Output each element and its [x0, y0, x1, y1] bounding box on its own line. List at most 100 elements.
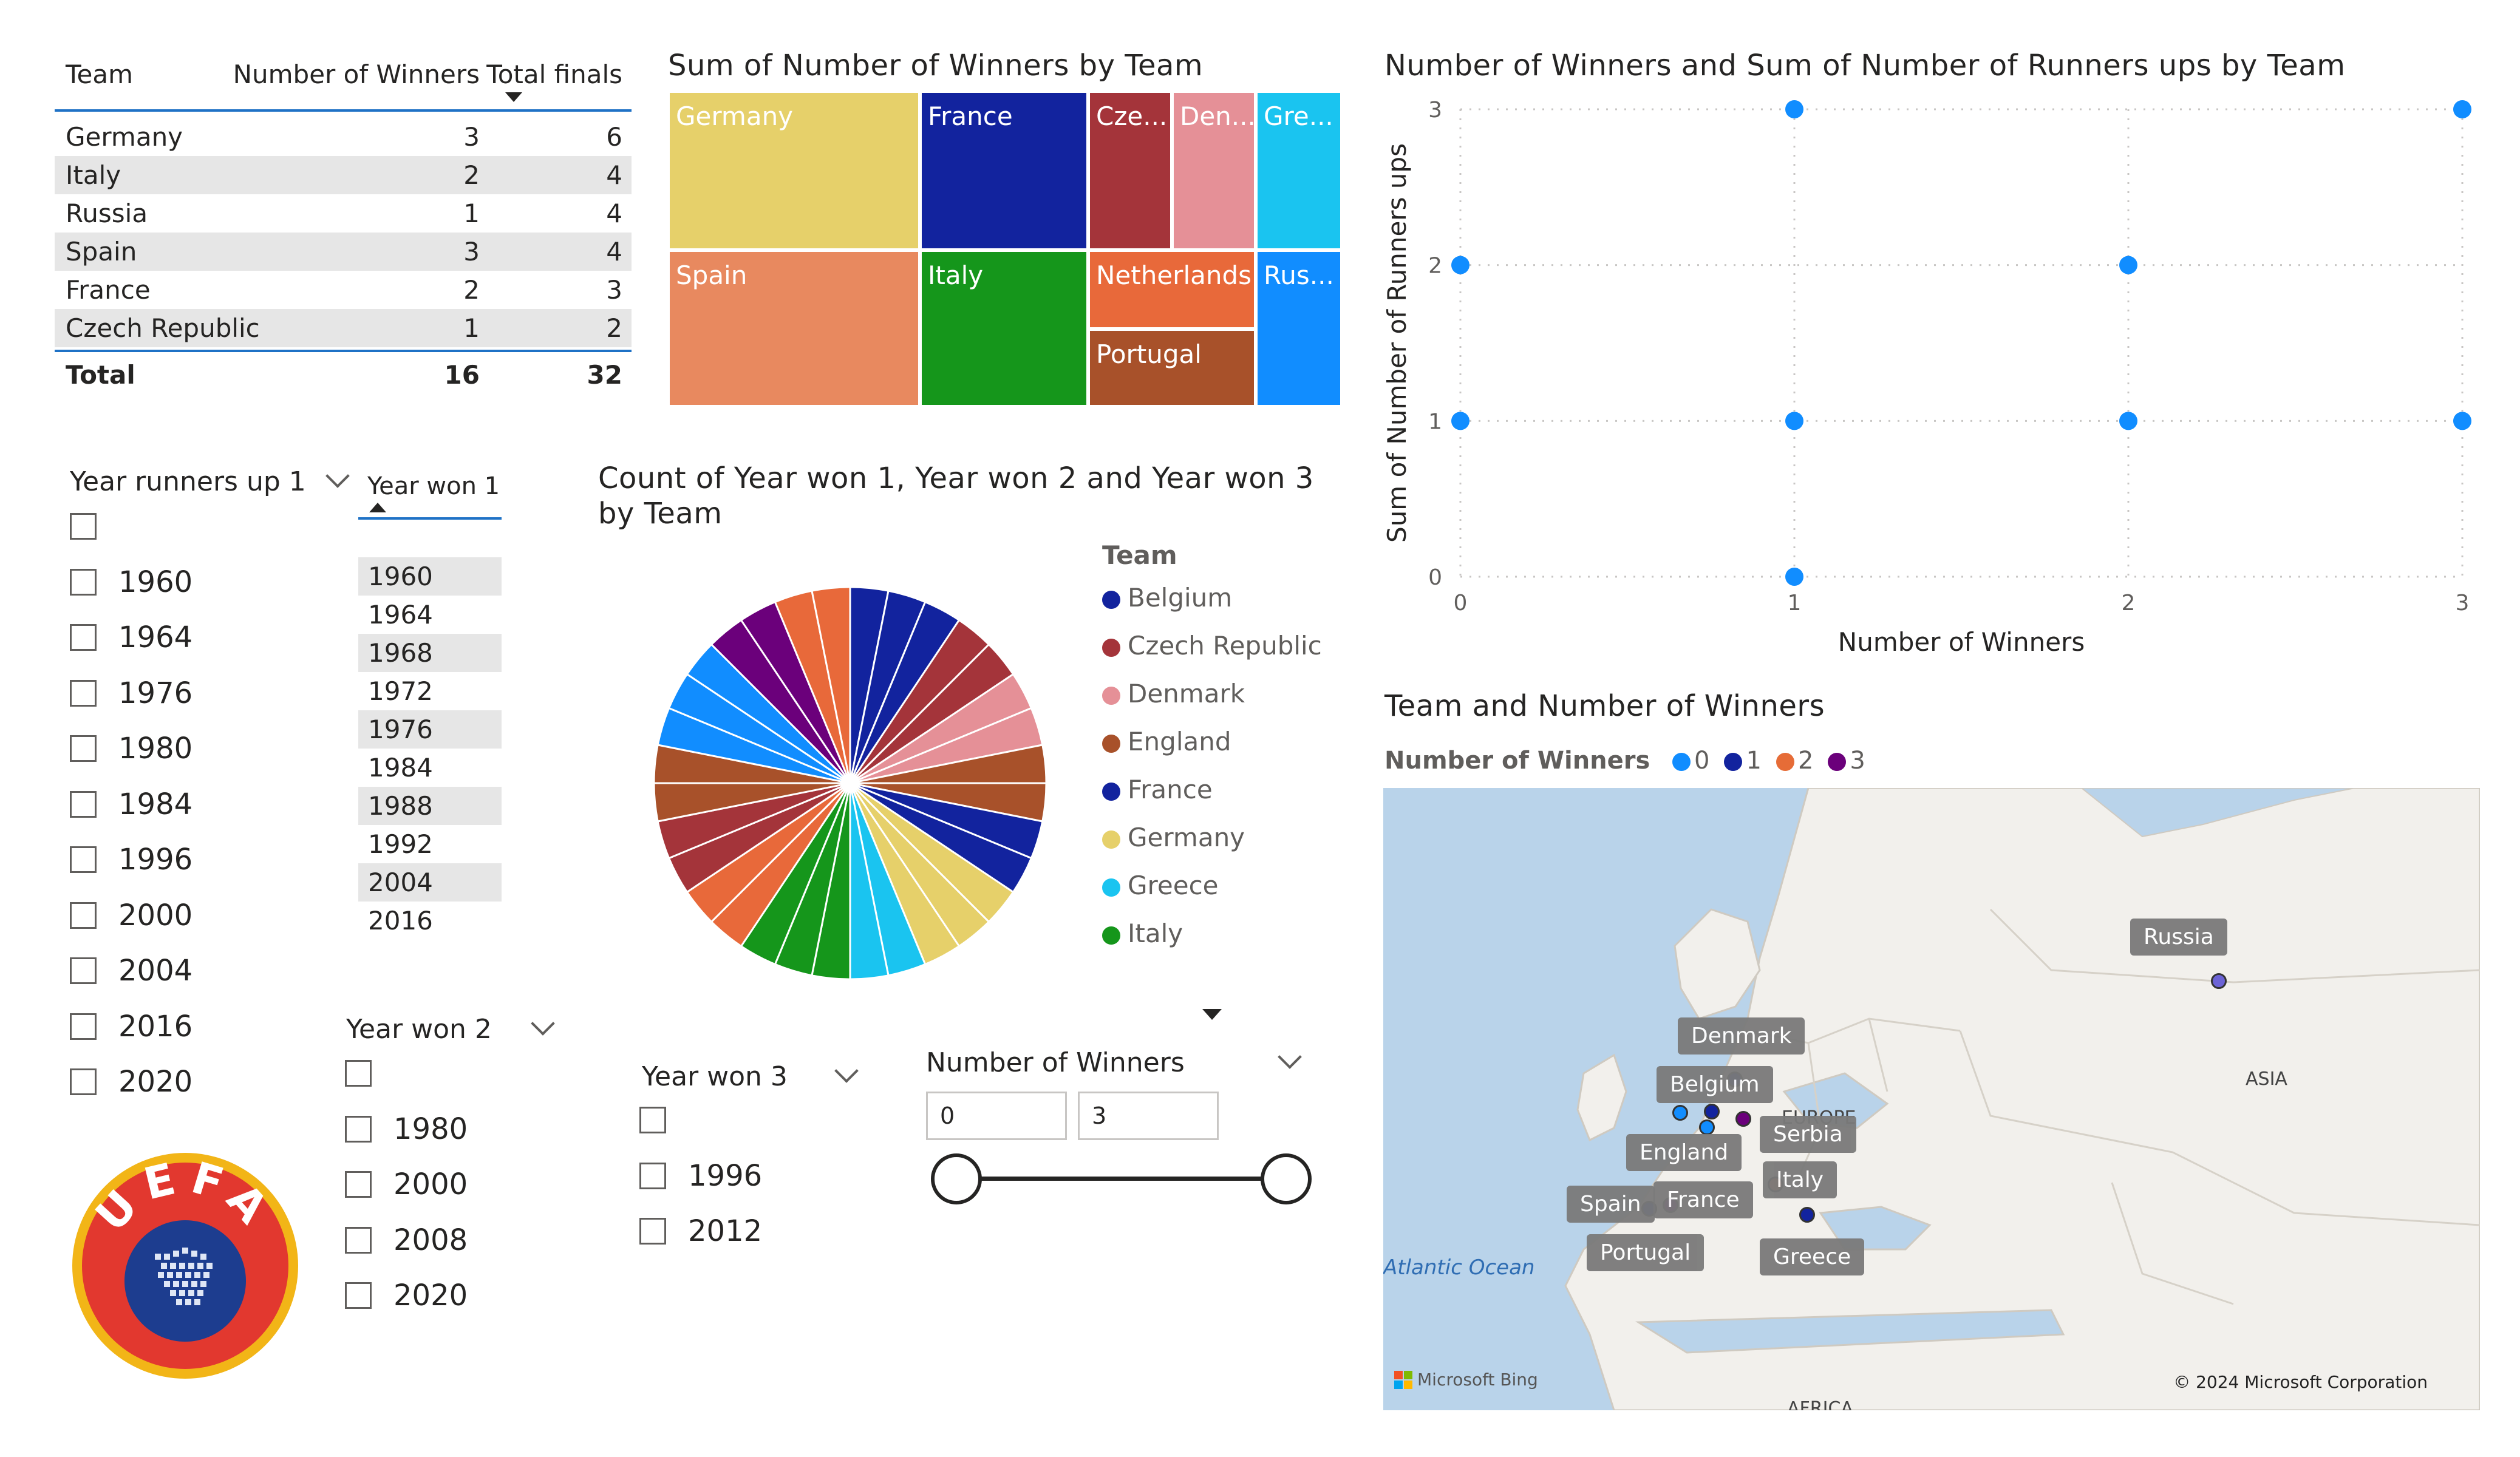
treemap-cell[interactable]: Den...: [1172, 91, 1256, 250]
treemap-cell[interactable]: Germany: [668, 91, 920, 250]
bing-attribution[interactable]: Microsoft Bing: [1394, 1370, 1538, 1390]
pie-legend-item[interactable]: Belgium: [1102, 580, 1232, 616]
scatter-point[interactable]: [1451, 412, 1469, 430]
scatter-point[interactable]: [1451, 256, 1469, 274]
slicer-item[interactable]: 1964: [70, 617, 192, 654]
slicer-item[interactable]: 1996: [639, 1156, 762, 1193]
slicer-list-item[interactable]: 2016: [368, 906, 433, 936]
map-label[interactable]: Denmark: [1678, 1017, 1805, 1055]
map-label[interactable]: Spain: [1567, 1186, 1655, 1223]
scatter-point[interactable]: [1785, 100, 1803, 118]
slicer-item[interactable]: [639, 1100, 688, 1136]
header-team[interactable]: Team: [66, 59, 134, 89]
slicer-list-item[interactable]: 1964: [368, 600, 433, 630]
slicer-item[interactable]: 1980: [70, 728, 192, 766]
map-point[interactable]: [1672, 1105, 1688, 1121]
table-row[interactable]: Italy 2 4: [55, 156, 632, 194]
checkbox[interactable]: [70, 513, 97, 540]
scatter-point[interactable]: [1785, 568, 1803, 586]
map[interactable]: Atlantic Ocean EUROPE ASIA AFRICA Russia…: [1383, 788, 2480, 1410]
checkbox[interactable]: [70, 568, 97, 596]
slicer-item[interactable]: 2012: [639, 1211, 762, 1248]
treemap-cell[interactable]: Netherlands: [1088, 250, 1256, 329]
checkbox[interactable]: [70, 624, 97, 651]
slicer-item[interactable]: 2016: [70, 1007, 192, 1044]
slicer-list-item[interactable]: 1984: [368, 753, 433, 783]
scatter-point[interactable]: [2119, 256, 2137, 274]
chevron-down-icon[interactable]: [834, 1059, 859, 1083]
max-value-input[interactable]: 3: [1078, 1092, 1219, 1140]
slicer-item[interactable]: 1984: [70, 784, 192, 821]
sort-asc-icon[interactable]: [369, 503, 386, 512]
slicer-item[interactable]: 2000: [70, 895, 192, 932]
slicer-list-item[interactable]: 1976: [358, 710, 502, 749]
pie-legend-item[interactable]: Czech Republic: [1102, 628, 1322, 664]
slicer-list-item[interactable]: 1968: [358, 634, 502, 672]
map-label[interactable]: Portugal: [1587, 1234, 1704, 1271]
pie-legend-item[interactable]: Germany: [1102, 820, 1245, 856]
checkbox[interactable]: [70, 846, 97, 873]
map-point[interactable]: [2211, 973, 2227, 989]
slicer-item[interactable]: 1976: [70, 673, 192, 710]
chevron-down-icon[interactable]: [1278, 1045, 1302, 1069]
table-row[interactable]: France 2 3: [55, 271, 632, 309]
header-finals[interactable]: Total finals: [486, 59, 622, 89]
treemap-cell[interactable]: Spain: [668, 250, 920, 407]
slicer-item[interactable]: 2020: [345, 1275, 468, 1313]
header-winners[interactable]: Number of Winners: [233, 59, 480, 89]
chevron-down-icon[interactable]: [325, 464, 350, 488]
pie-legend-item[interactable]: France: [1102, 772, 1213, 808]
map-point[interactable]: [1799, 1207, 1815, 1223]
map-label[interactable]: Italy: [1763, 1161, 1837, 1198]
map-legend-item[interactable]: 2: [1776, 747, 1813, 775]
pie-legend-item[interactable]: Italy: [1102, 915, 1183, 952]
slicer-item[interactable]: 1996: [70, 840, 192, 877]
map-point[interactable]: [1699, 1119, 1715, 1135]
checkbox[interactable]: [345, 1282, 372, 1309]
map-point[interactable]: [1735, 1111, 1751, 1127]
slicer-item[interactable]: 1980: [345, 1109, 468, 1146]
pie-slice[interactable]: [811, 586, 851, 784]
checkbox[interactable]: [70, 1013, 97, 1040]
scatter-point[interactable]: [2453, 100, 2471, 118]
map-label[interactable]: Serbia: [1760, 1116, 1856, 1153]
checkbox[interactable]: [345, 1115, 372, 1143]
treemap-cell[interactable]: Cze...: [1088, 91, 1172, 250]
checkbox[interactable]: [70, 1068, 97, 1095]
slicer-item[interactable]: 2000: [345, 1164, 468, 1201]
checkbox[interactable]: [639, 1162, 666, 1189]
slicer-item[interactable]: 2020: [70, 1062, 192, 1099]
slicer-item[interactable]: 2004: [70, 951, 192, 988]
range-min-handle[interactable]: [931, 1153, 982, 1204]
checkbox[interactable]: [345, 1226, 372, 1254]
checkbox[interactable]: [70, 735, 97, 762]
treemap-cell[interactable]: Gre...: [1256, 91, 1342, 250]
checkbox[interactable]: [639, 1107, 666, 1133]
chevron-down-icon[interactable]: [531, 1011, 555, 1036]
slicer-list-item[interactable]: 1992: [368, 829, 433, 859]
scatter-point[interactable]: [2453, 412, 2471, 430]
slicer-list-item[interactable]: 1972: [368, 676, 433, 706]
map-label[interactable]: Greece: [1760, 1238, 1865, 1275]
table-row[interactable]: Russia 1 4: [55, 194, 632, 233]
map-legend-item[interactable]: 0: [1672, 747, 1709, 775]
pie-legend-item[interactable]: England: [1102, 724, 1231, 760]
checkbox[interactable]: [70, 790, 97, 818]
checkbox[interactable]: [70, 957, 97, 984]
treemap-cell[interactable]: Rus...: [1256, 250, 1342, 407]
pie-legend-item[interactable]: Denmark: [1102, 676, 1245, 712]
slicer-list-item[interactable]: 1988: [358, 787, 502, 825]
map-label[interactable]: France: [1653, 1181, 1753, 1218]
treemap-cell[interactable]: Italy: [920, 250, 1088, 407]
map-legend-item[interactable]: 3: [1828, 747, 1865, 775]
range-max-handle[interactable]: [1261, 1153, 1312, 1204]
scatter-point[interactable]: [2119, 412, 2137, 430]
map-legend-item[interactable]: 1: [1724, 747, 1762, 775]
slicer-item[interactable]: 2008: [345, 1220, 468, 1257]
map-label[interactable]: Russia: [2130, 919, 2227, 956]
min-value-input[interactable]: 0: [926, 1092, 1067, 1140]
map-label[interactable]: England: [1626, 1134, 1742, 1171]
checkbox[interactable]: [70, 679, 97, 707]
slicer-list-item[interactable]: 2004: [358, 863, 502, 902]
caret-down-icon[interactable]: [1202, 1009, 1222, 1020]
